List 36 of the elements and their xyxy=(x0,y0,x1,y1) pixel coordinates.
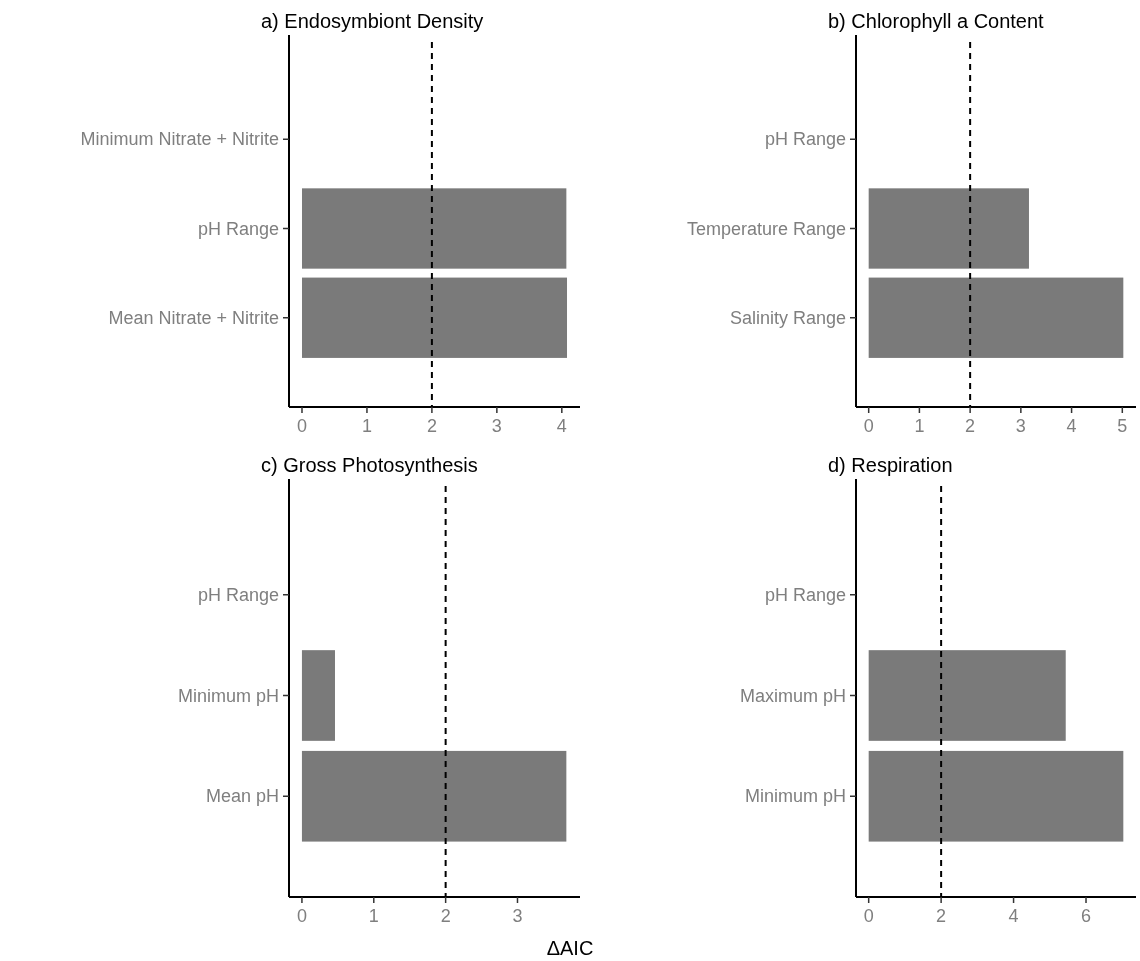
x-tick-label: 0 xyxy=(296,906,307,926)
x-tick-label: 4 xyxy=(1066,416,1077,436)
y-tick-label: Temperature Range xyxy=(686,218,846,239)
x-tick-label: 1 xyxy=(914,416,925,436)
chart-title: b) Chlorophyll a Content xyxy=(828,10,1045,32)
x-tick-label: 6 xyxy=(1081,906,1092,926)
x-tick-label: 1 xyxy=(368,906,379,926)
x-tick-label: 0 xyxy=(296,416,307,436)
x-tick-label: 1 xyxy=(361,416,372,436)
x-tick-label: 2 xyxy=(426,416,437,436)
x-tick-label: 0 xyxy=(863,906,874,926)
x-tick-label: 4 xyxy=(556,416,567,436)
x-tick-label: 3 xyxy=(491,416,502,436)
x-tick-label: 3 xyxy=(1015,416,1026,436)
x-tick-label: 2 xyxy=(936,906,947,926)
y-tick-label: pH Range xyxy=(197,584,279,605)
y-tick-label: pH Range xyxy=(764,584,846,605)
chart-title: d) Respiration xyxy=(828,454,953,476)
y-tick-label: Mean Nitrate + Nitrite xyxy=(108,307,279,328)
y-tick-label: Minimum pH xyxy=(744,786,846,807)
y-tick-label: pH Range xyxy=(197,218,279,239)
x-tick-label: 4 xyxy=(1008,906,1019,926)
y-tick-label: Mean pH xyxy=(205,786,279,807)
x-tick-label: 0 xyxy=(863,416,874,436)
y-tick-label: Minimum pH xyxy=(177,685,279,706)
chart-title: c) Gross Photosynthesis xyxy=(261,454,478,476)
x-tick-label: 5 xyxy=(1117,416,1128,436)
y-tick-label: Minimum Nitrate + Nitrite xyxy=(80,129,279,150)
x-tick-label: 3 xyxy=(512,906,523,926)
y-tick-label: Salinity Range xyxy=(729,307,846,328)
x-tick-label: 2 xyxy=(440,906,451,926)
x-axis-title: ΔAIC xyxy=(546,937,594,959)
x-tick-label: 2 xyxy=(965,416,976,436)
y-tick-label: Maximum pH xyxy=(739,685,846,706)
y-tick-label: pH Range xyxy=(764,129,846,150)
chart-title: a) Endosymbiont Density xyxy=(261,10,484,32)
